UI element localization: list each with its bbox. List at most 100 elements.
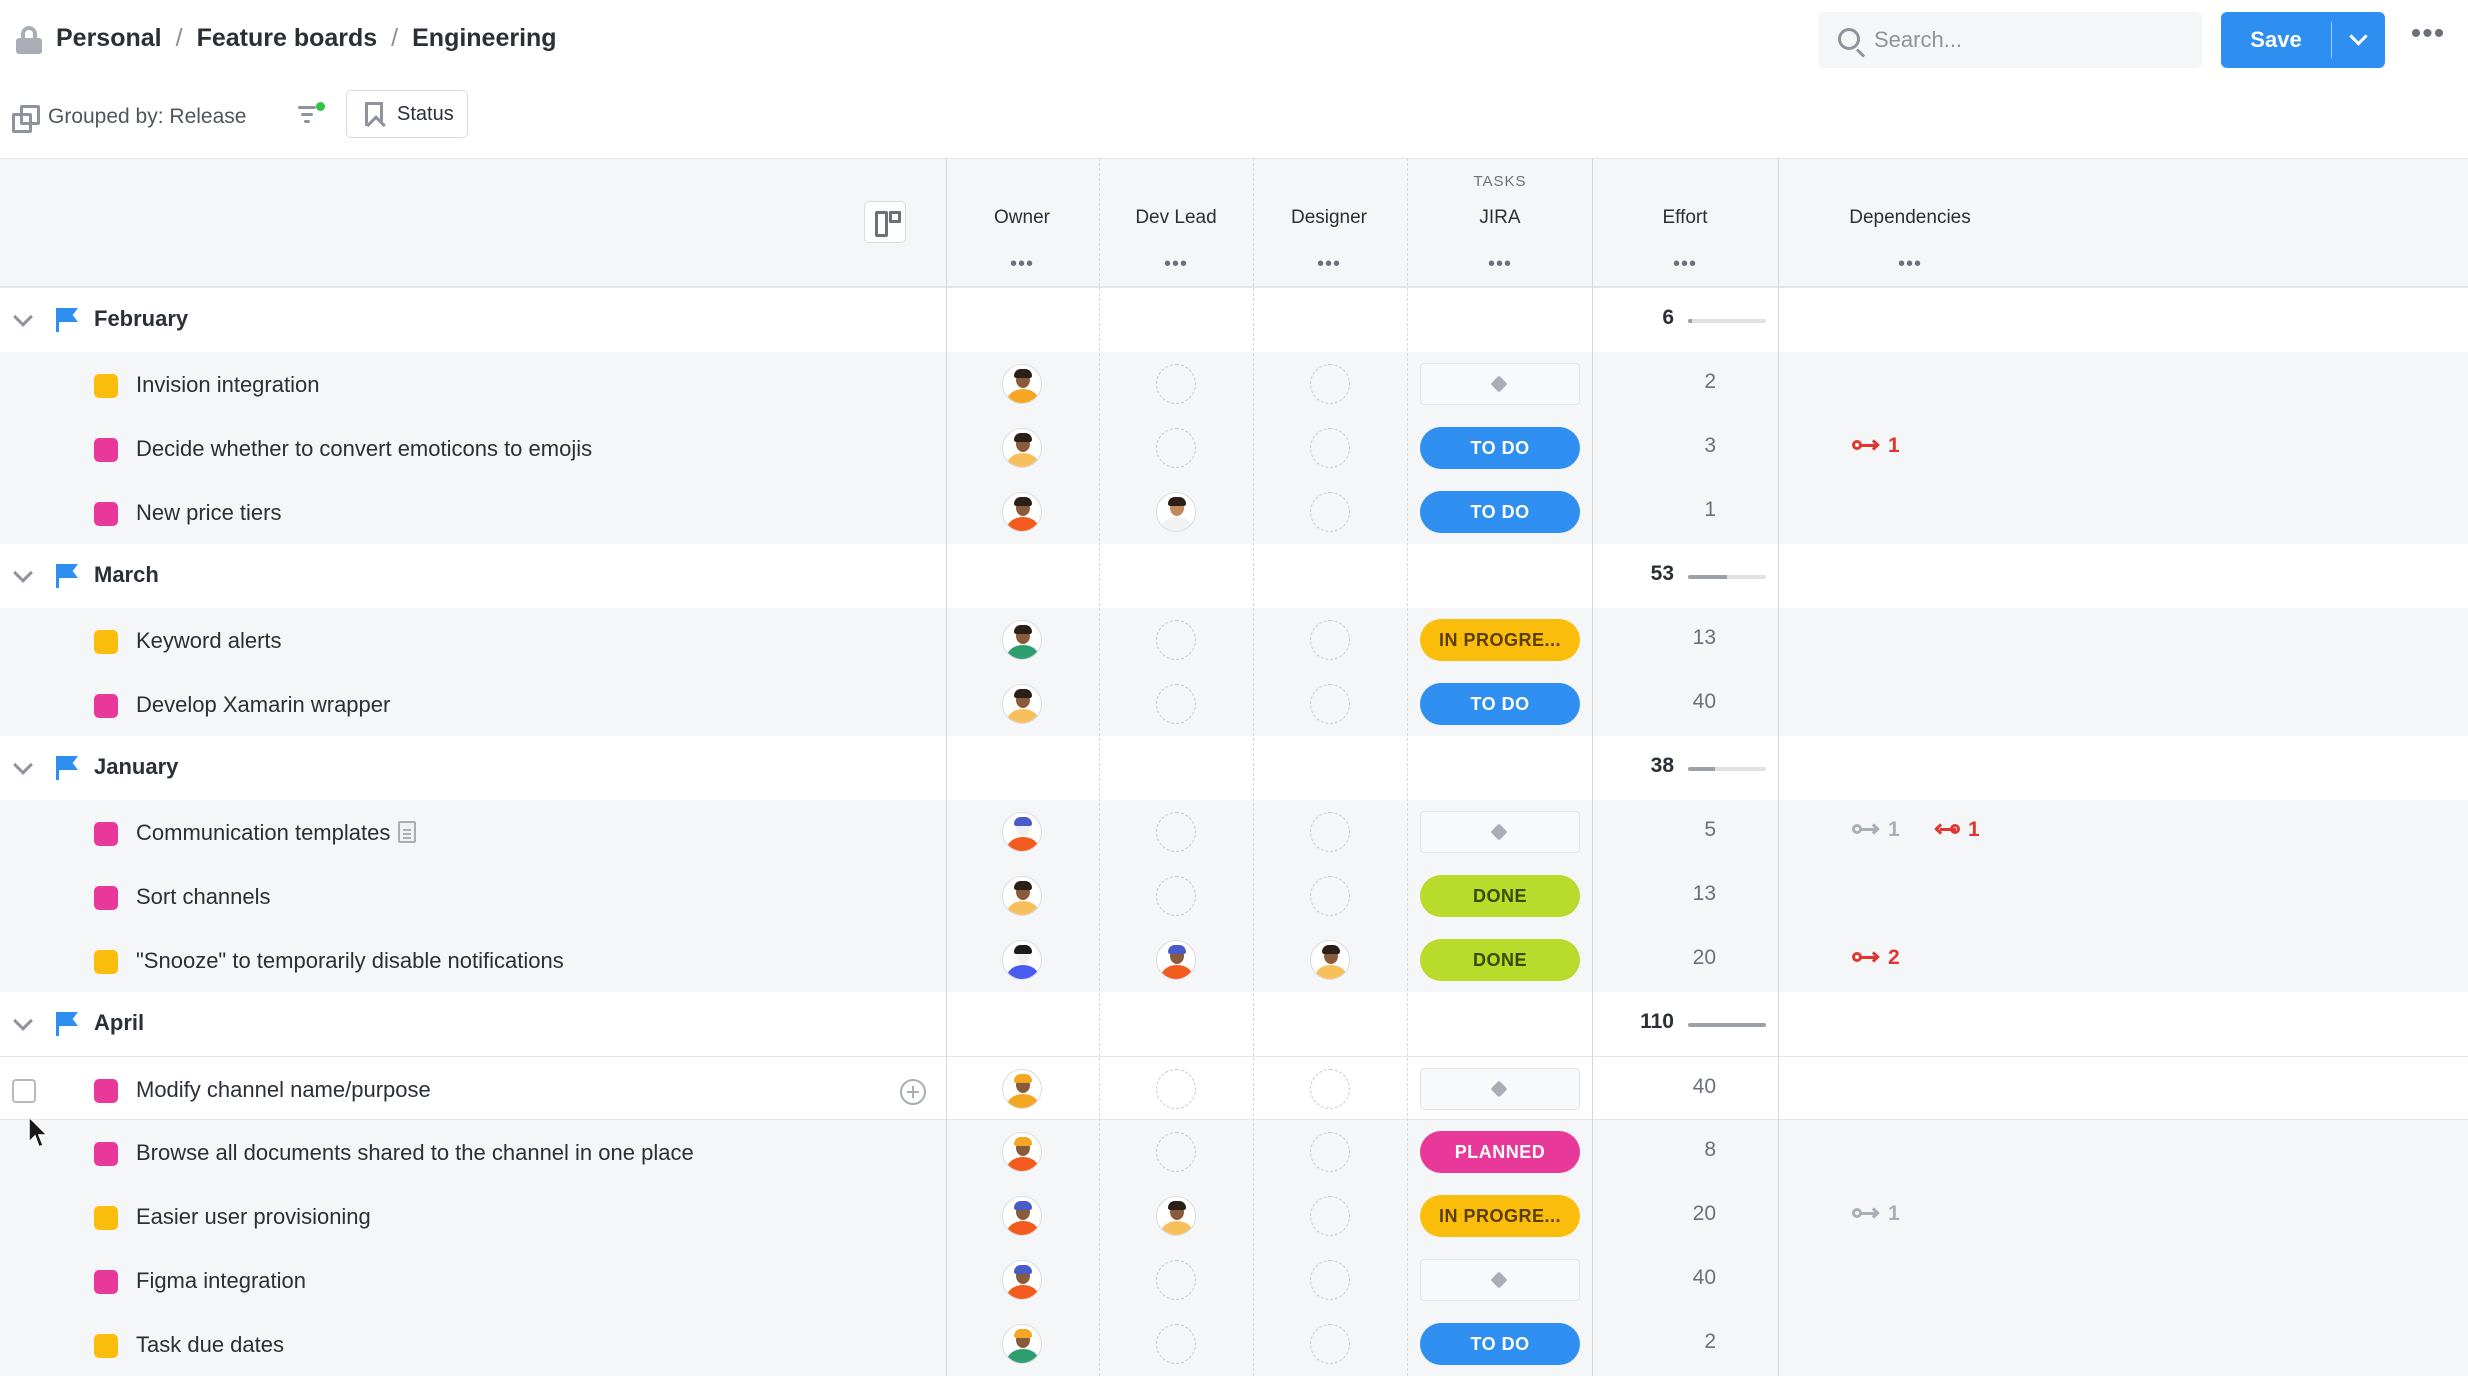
designer-avatar[interactable]: [1310, 940, 1350, 980]
dev-lead-empty-avatar[interactable]: [1156, 620, 1196, 660]
row-select-checkbox[interactable]: [12, 1079, 36, 1103]
grouped-by-control[interactable]: Grouped by: Release: [12, 102, 246, 133]
feature-name[interactable]: "Snooze" to temporarily disable notifica…: [136, 948, 564, 974]
column-dev-lead-menu-icon[interactable]: •••: [1163, 253, 1188, 275]
designer-empty-avatar[interactable]: [1310, 812, 1350, 852]
designer-empty-avatar[interactable]: [1310, 1260, 1350, 1300]
table-row[interactable]: Modify channel name/purpose 40: [0, 1056, 2468, 1120]
dev-lead-empty-avatar[interactable]: [1156, 684, 1196, 724]
save-button[interactable]: Save: [2250, 27, 2302, 52]
group-name[interactable]: February: [94, 306, 189, 331]
owner-avatar[interactable]: [1002, 620, 1042, 660]
table-row[interactable]: "Snooze" to temporarily disable notifica…: [0, 928, 2468, 992]
effort-value[interactable]: 40: [1692, 1075, 1716, 1098]
jira-link-placeholder[interactable]: [1420, 1068, 1580, 1110]
column-owner-menu-icon[interactable]: •••: [1009, 253, 1034, 275]
dev-lead-empty-avatar[interactable]: [1156, 876, 1196, 916]
search-input[interactable]: [1874, 24, 2184, 56]
effort-value[interactable]: 1: [1704, 498, 1716, 521]
search-box[interactable]: [1818, 12, 2202, 68]
feature-name[interactable]: Keyword alerts: [136, 628, 282, 654]
jira-link-placeholder[interactable]: [1420, 363, 1580, 405]
group-name[interactable]: April: [94, 1010, 145, 1035]
feature-name[interactable]: Browse all documents shared to the chann…: [136, 1140, 694, 1166]
owner-avatar[interactable]: [1002, 428, 1042, 468]
dependency-out-indicator[interactable]: 2: [1852, 946, 1900, 970]
dev-lead-empty-avatar[interactable]: [1156, 1324, 1196, 1364]
effort-value[interactable]: 8: [1704, 1138, 1716, 1161]
jira-status-badge[interactable]: TO DO: [1420, 491, 1580, 533]
feature-name[interactable]: Figma integration: [136, 1268, 306, 1294]
effort-value[interactable]: 13: [1692, 882, 1716, 905]
dev-lead-empty-avatar[interactable]: [1156, 1132, 1196, 1172]
table-row[interactable]: Develop Xamarin wrapper TO DO 40: [0, 672, 2468, 736]
chevron-down-icon[interactable]: [13, 1011, 33, 1031]
jira-link-placeholder[interactable]: [1420, 1259, 1580, 1301]
filter-icon[interactable]: [296, 100, 326, 130]
owner-avatar[interactable]: [1002, 1132, 1042, 1172]
owner-avatar[interactable]: [1002, 812, 1042, 852]
column-header-designer[interactable]: Designer: [1290, 207, 1368, 228]
effort-value[interactable]: 3: [1704, 434, 1716, 457]
save-options-chevron-down-icon[interactable]: [2332, 12, 2385, 68]
chevron-down-icon[interactable]: [13, 307, 33, 327]
jira-status-badge[interactable]: DONE: [1420, 939, 1580, 981]
column-dependencies-menu-icon[interactable]: •••: [1897, 253, 1922, 275]
feature-name[interactable]: Invision integration: [136, 372, 319, 398]
designer-empty-avatar[interactable]: [1310, 1069, 1350, 1109]
jira-status-badge[interactable]: IN PROGRE...: [1420, 1195, 1580, 1237]
breadcrumb-personal[interactable]: Personal: [56, 24, 162, 52]
column-jira-menu-icon[interactable]: •••: [1487, 253, 1512, 275]
effort-value[interactable]: 2: [1704, 370, 1716, 393]
feature-name[interactable]: New price tiers: [136, 500, 281, 526]
group-name[interactable]: January: [94, 754, 179, 779]
designer-empty-avatar[interactable]: [1310, 684, 1350, 724]
designer-empty-avatar[interactable]: [1310, 364, 1350, 404]
table-row[interactable]: Task due dates TO DO 2: [0, 1312, 2468, 1376]
table-row[interactable]: Keyword alerts IN PROGRE... 13: [0, 608, 2468, 672]
designer-empty-avatar[interactable]: [1310, 876, 1350, 916]
feature-name[interactable]: Sort channels: [136, 884, 271, 910]
dependency-out-indicator[interactable]: 1: [1852, 434, 1900, 458]
designer-empty-avatar[interactable]: [1310, 492, 1350, 532]
owner-avatar[interactable]: [1002, 1069, 1042, 1109]
dev-lead-empty-avatar[interactable]: [1156, 1069, 1196, 1109]
more-options-icon[interactable]: •••: [2410, 17, 2446, 50]
effort-value[interactable]: 2: [1704, 1330, 1716, 1353]
dependency-in-indicator[interactable]: 1: [1932, 818, 1980, 842]
dev-lead-avatar[interactable]: [1156, 940, 1196, 980]
designer-empty-avatar[interactable]: [1310, 428, 1350, 468]
dev-lead-avatar[interactable]: [1156, 1196, 1196, 1236]
column-header-dev-lead[interactable]: Dev Lead: [1135, 207, 1217, 228]
effort-value[interactable]: 20: [1692, 1202, 1716, 1225]
column-header-owner[interactable]: Owner: [994, 207, 1050, 228]
table-row[interactable]: Browse all documents shared to the chann…: [0, 1120, 2468, 1184]
table-row[interactable]: Communication templates 5 1 1: [0, 800, 2468, 864]
owner-avatar[interactable]: [1002, 364, 1042, 404]
table-row[interactable]: Figma integration 40: [0, 1248, 2468, 1312]
feature-name[interactable]: Easier user provisioning: [136, 1204, 371, 1230]
add-child-icon[interactable]: [900, 1079, 926, 1105]
jira-status-badge[interactable]: TO DO: [1420, 1323, 1580, 1365]
jira-status-badge[interactable]: DONE: [1420, 875, 1580, 917]
designer-empty-avatar[interactable]: [1310, 1196, 1350, 1236]
dependency-out-indicator[interactable]: 1: [1852, 818, 1900, 842]
dev-lead-avatar[interactable]: [1156, 492, 1196, 532]
table-row[interactable]: Decide whether to convert emoticons to e…: [0, 416, 2468, 480]
dev-lead-empty-avatar[interactable]: [1156, 1260, 1196, 1300]
owner-avatar[interactable]: [1002, 492, 1042, 532]
chevron-down-icon[interactable]: [13, 755, 33, 775]
feature-name[interactable]: Decide whether to convert emoticons to e…: [136, 436, 592, 462]
dev-lead-empty-avatar[interactable]: [1156, 364, 1196, 404]
designer-empty-avatar[interactable]: [1310, 1132, 1350, 1172]
owner-avatar[interactable]: [1002, 1196, 1042, 1236]
breadcrumb-feature-boards[interactable]: Feature boards: [196, 24, 378, 52]
feature-name[interactable]: Develop Xamarin wrapper: [136, 692, 390, 718]
column-header-effort[interactable]: Effort: [1662, 207, 1708, 228]
effort-value[interactable]: 5: [1704, 818, 1716, 841]
owner-avatar[interactable]: [1002, 876, 1042, 916]
table-row[interactable]: Easier user provisioning IN PROGRE... 20 1: [0, 1184, 2468, 1248]
owner-avatar[interactable]: [1002, 1324, 1042, 1364]
owner-avatar[interactable]: [1002, 940, 1042, 980]
jira-status-badge[interactable]: IN PROGRE...: [1420, 619, 1580, 661]
